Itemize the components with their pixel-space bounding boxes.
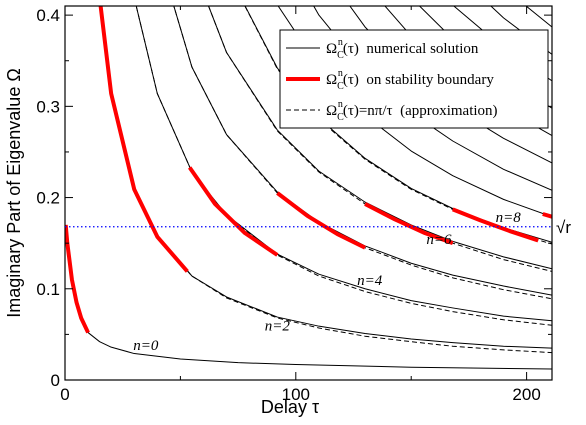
legend-label: ΩCn(τ)=nπ/τ (approximation) xyxy=(326,99,498,123)
boundary-curve xyxy=(98,6,189,273)
y-tick-label: 0.2 xyxy=(36,189,60,208)
curve-annotation: n=4 xyxy=(357,273,383,289)
legend-label: ΩCn(τ) on stability boundary xyxy=(326,68,494,92)
y-tick-label: 0.4 xyxy=(36,6,60,25)
solution-curve xyxy=(173,6,552,296)
approx-curve xyxy=(100,6,552,354)
y-tick-label: 0.1 xyxy=(36,280,60,299)
threshold-label: √r xyxy=(556,218,571,237)
curve-annotation: n=2 xyxy=(265,319,291,335)
y-tick-label: 0 xyxy=(51,371,60,390)
boundary-curve xyxy=(452,207,539,243)
curve-annotation: n=8 xyxy=(496,210,522,226)
plot-frame xyxy=(64,5,553,381)
x-tick-label: 100 xyxy=(282,385,310,404)
x-tick-label: 200 xyxy=(512,385,540,404)
boundary-curve xyxy=(187,166,279,257)
boundary-curve xyxy=(542,212,552,219)
boundary-curve xyxy=(65,224,90,334)
solution-curve xyxy=(244,6,552,243)
legend-label: ΩCn(τ) numerical solution xyxy=(326,37,479,61)
boundary-curve xyxy=(276,191,366,250)
approx-curve xyxy=(135,6,552,326)
y-tick-label: 0.3 xyxy=(36,97,60,116)
curve-annotation: n=0 xyxy=(133,338,159,354)
x-axis-title: Delay τ xyxy=(261,397,319,417)
curve-annotation: n=6 xyxy=(426,232,452,248)
legend-box xyxy=(279,29,549,129)
solution-curve xyxy=(490,6,552,55)
y-axis-title: Imaginary Part of Eigenvalue Ω xyxy=(4,68,24,318)
x-tick-label: 0 xyxy=(60,385,69,404)
